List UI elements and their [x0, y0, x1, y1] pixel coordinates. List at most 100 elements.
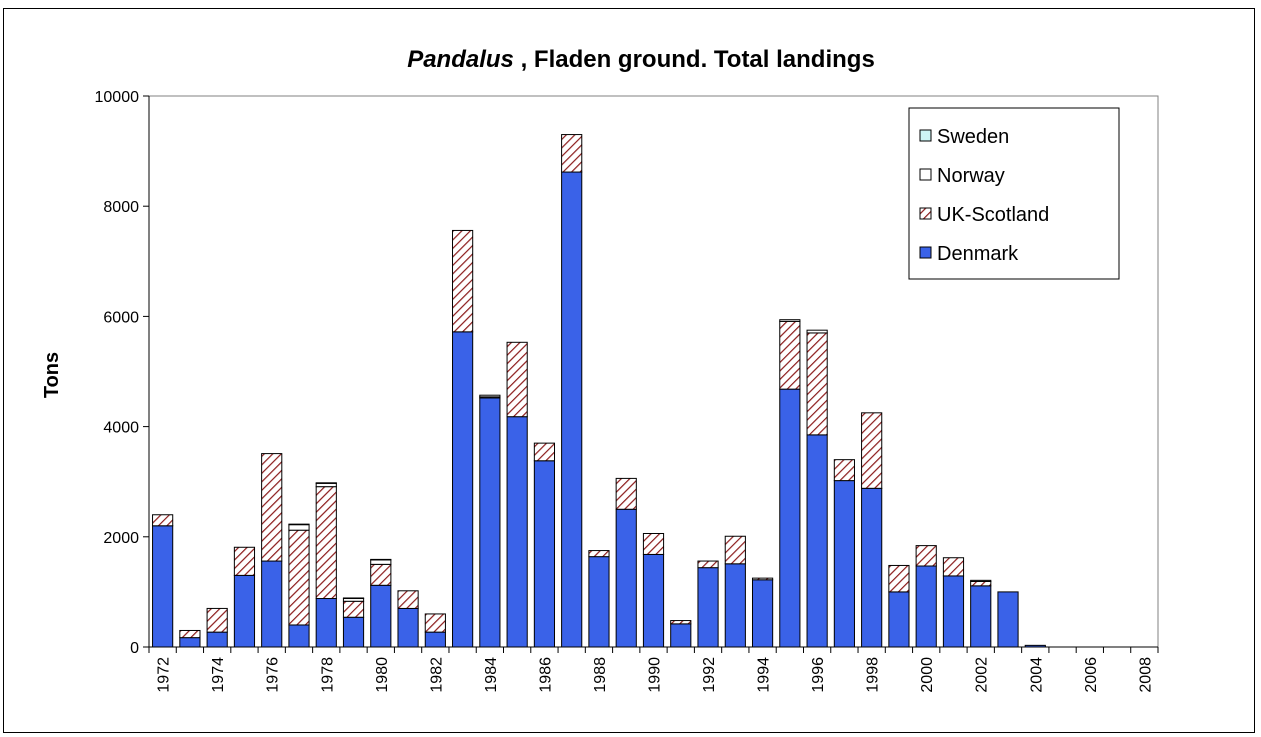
bar-uk-scotland-1994 — [751, 577, 774, 581]
x-tick-label: 2004 — [1028, 657, 1045, 693]
legend-label-uk-scotland: UK-Scotland — [937, 204, 1049, 226]
bar-denmark-1997 — [833, 480, 855, 648]
bar-sweden-1979 — [342, 597, 365, 600]
legend-swatch-denmark — [919, 246, 932, 259]
bar-denmark-1975 — [233, 574, 256, 648]
bar-denmark-1994 — [751, 579, 774, 648]
bar-uk-scotland-1974 — [206, 607, 228, 633]
x-tick-label: 1992 — [701, 657, 718, 693]
bar-uk-scotland-1976 — [261, 453, 283, 562]
bar-denmark-1992 — [697, 567, 719, 648]
x-tick-label: 2002 — [974, 657, 991, 693]
bar-uk-scotland-1990 — [642, 532, 665, 555]
bar-uk-scotland-1995 — [779, 320, 801, 390]
x-tick-label: 1976 — [265, 657, 282, 693]
chart-title-italic: Pandalus — [407, 46, 514, 73]
bar-uk-scotland-1977 — [288, 529, 310, 626]
x-tick-label: 1982 — [428, 657, 445, 693]
bar-denmark-1980 — [370, 584, 392, 648]
bar-norway-1977 — [288, 524, 310, 531]
bar-norway-1996 — [806, 329, 828, 334]
bar-uk-scotland-1981 — [397, 590, 419, 609]
bar-uk-scotland-1982 — [424, 613, 446, 633]
x-tick-label: 1994 — [756, 657, 773, 693]
y-axis-label: Tons — [41, 352, 63, 398]
bar-norway-1995 — [779, 319, 801, 322]
bar-denmark-1996 — [806, 434, 828, 648]
x-tick-label: 1996 — [810, 657, 827, 693]
bar-uk-scotland-1996 — [806, 332, 828, 436]
bar-uk-scotland-2002 — [970, 580, 992, 587]
x-tick-label: 1972 — [156, 657, 173, 693]
x-tick-label: 1998 — [865, 657, 882, 693]
bar-uk-scotland-1973 — [179, 629, 201, 639]
bar-denmark-1978 — [315, 598, 337, 648]
bar-denmark-1989 — [615, 508, 637, 648]
bar-denmark-1993 — [724, 563, 746, 648]
bar-denmark-1979 — [342, 616, 365, 648]
x-tick-label: 2000 — [919, 657, 936, 693]
bar-norway-2002 — [970, 579, 992, 582]
bar-denmark-1990 — [642, 553, 665, 648]
bar-denmark-1991 — [670, 623, 692, 648]
chart-title: Pandalus , Fladen ground. Total landings — [407, 46, 875, 73]
bar-uk-scotland-1979 — [342, 600, 365, 618]
chart-frame: Pandalus , Fladen ground. Total landings… — [3, 8, 1255, 733]
legend-swatch-norway — [919, 168, 932, 181]
chart-title-rest: , Fladen ground. Total landings — [514, 46, 875, 73]
bar-denmark-2001 — [942, 575, 965, 648]
bar-denmark-1972 — [152, 525, 174, 648]
legend-label-norway: Norway — [937, 165, 1005, 187]
bar-denmark-1988 — [588, 556, 610, 648]
bar-denmark-1987 — [561, 171, 583, 648]
bar-uk-scotland-1975 — [233, 546, 256, 576]
bar-denmark-1974 — [206, 631, 228, 648]
bar-uk-scotland-1999 — [888, 564, 910, 593]
y-tick-label: 6000 — [103, 309, 139, 326]
bar-uk-scotland-1997 — [833, 459, 855, 482]
bar-uk-scotland-1986 — [533, 442, 556, 462]
bar-denmark-2000 — [915, 565, 937, 648]
x-tick-label: 2006 — [1083, 657, 1100, 693]
bar-denmark-1998 — [861, 487, 883, 648]
y-tick-label: 4000 — [103, 420, 139, 437]
legend-box — [908, 107, 1120, 280]
bar-uk-scotland-1998 — [861, 412, 883, 489]
plot-area: 0 2000 4000 6000 8000 10000 1972 1974 1976 1978 19… — [95, 89, 1159, 693]
bar-denmark-1984 — [479, 397, 501, 648]
x-tick-label: 1978 — [319, 657, 336, 693]
x-tick-label: 1980 — [374, 657, 391, 693]
bar-uk-scotland-1987 — [561, 134, 583, 173]
bar-uk-scotland-1993 — [724, 535, 746, 565]
bar-uk-scotland-1985 — [506, 341, 528, 418]
bar-denmark-1999 — [888, 591, 910, 648]
x-tick-label: 2008 — [1137, 657, 1154, 693]
y-tick-label: 10000 — [95, 89, 140, 106]
bar-uk-scotland-1980 — [370, 563, 392, 586]
y-tick-label: 2000 — [103, 530, 139, 547]
x-tick-label: 1984 — [483, 657, 500, 693]
x-tick-label: 1988 — [592, 657, 609, 693]
bar-denmark-1973 — [179, 637, 201, 648]
bar-uk-scotland-2000 — [915, 545, 937, 567]
bar-denmark-1982 — [424, 631, 446, 648]
bar-norway-1984 — [479, 394, 501, 398]
legend-label-denmark: Denmark — [937, 243, 1019, 265]
bar-denmark-1983 — [452, 331, 474, 648]
bar-denmark-1977 — [288, 624, 310, 648]
bar-denmark-1986 — [533, 460, 556, 648]
legend: Sweden Norway UK-Scotland Denmark — [908, 107, 1120, 280]
bar-uk-scotland-1972 — [152, 514, 174, 527]
bar-sweden-1977 — [288, 523, 310, 526]
y-tick-label: 0 — [130, 640, 139, 657]
legend-swatch-sweden — [919, 129, 932, 142]
bar-sweden-1978 — [315, 482, 337, 484]
bar-sweden-1980 — [370, 558, 392, 561]
bar-uk-scotland-1992 — [697, 560, 719, 569]
bar-chart: Pandalus , Fladen ground. Total landings… — [41, 46, 1159, 693]
bar-denmark-2003 — [997, 591, 1019, 648]
x-tick-label: 1974 — [210, 657, 227, 693]
bar-uk-scotland-1978 — [315, 486, 337, 600]
bar-uk-scotland-1983 — [452, 229, 474, 333]
legend-swatch-uk-scotland — [919, 207, 932, 220]
